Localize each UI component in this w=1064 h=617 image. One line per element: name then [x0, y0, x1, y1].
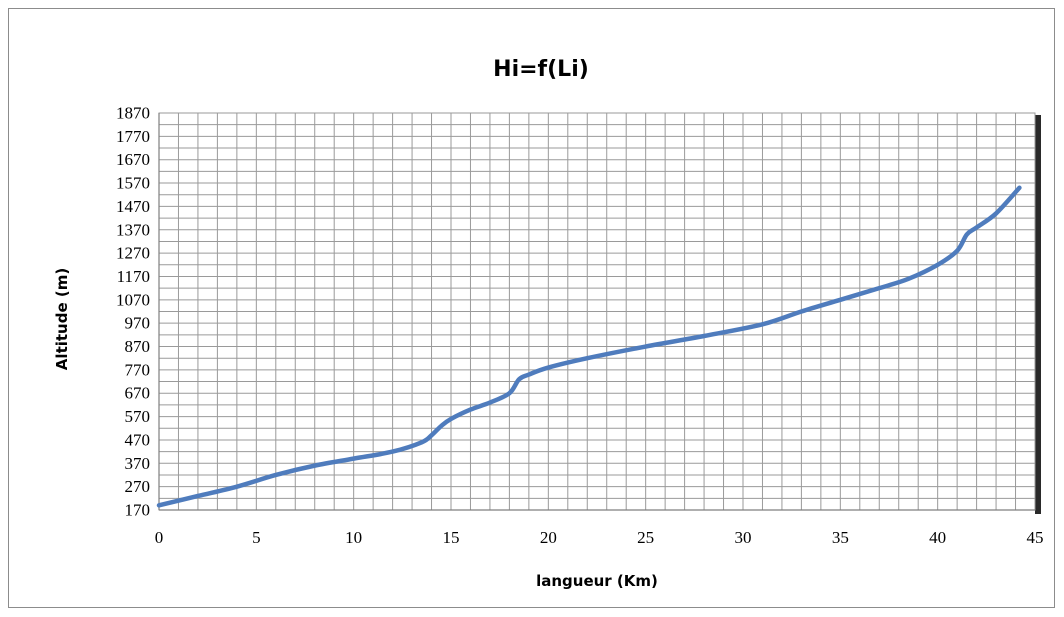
x-tick-label: 35	[832, 528, 849, 547]
grid	[159, 113, 1035, 510]
y-tick-labels: 170 270 370 470 570 670 770 870 970 1070 1170 1270 1…	[116, 104, 150, 520]
x-tick-labels: 0 5 10 15 20 25 30 35 40 45	[155, 528, 1044, 547]
y-tick-label: 570	[125, 407, 151, 426]
y-tick-label: 270	[125, 477, 151, 496]
y-tick-label: 470	[125, 430, 151, 449]
x-tick-label: 25	[637, 528, 654, 547]
x-tick-label: 45	[1027, 528, 1044, 547]
chart-frame: Hi=f(Li) 170 270 370 470 570 670 770 870 970 1070…	[8, 8, 1055, 608]
x-tick-label: 0	[155, 528, 164, 547]
y-tick-label: 1670	[116, 150, 150, 169]
plot-shadow	[1035, 115, 1041, 514]
series-line	[156, 185, 1022, 508]
y-tick-label: 1870	[116, 104, 150, 123]
y-axis-title: Altitude (m)	[53, 268, 71, 370]
x-tick-label: 15	[443, 528, 460, 547]
y-tick-label: 370	[125, 454, 151, 473]
series-layer	[156, 185, 1022, 508]
y-tick-label: 970	[125, 314, 151, 333]
y-tick-label: 1270	[116, 244, 150, 263]
y-tick-label: 670	[125, 384, 151, 403]
x-tick-label: 40	[929, 528, 946, 547]
x-tick-label: 30	[735, 528, 752, 547]
y-tick-label: 1770	[116, 127, 150, 146]
y-tick-label: 1370	[116, 220, 150, 239]
x-tick-label: 5	[252, 528, 260, 547]
axes	[158, 113, 1035, 511]
y-tick-label: 170	[125, 501, 151, 520]
chart: Hi=f(Li) 170 270 370 470 570 670 770 870 970 1070…	[53, 57, 1044, 590]
y-tick-label: 1470	[116, 197, 150, 216]
plot-area	[156, 112, 1041, 514]
y-tick-label: 1070	[116, 290, 150, 309]
y-tick-label: 1570	[116, 174, 150, 193]
chart-title: Hi=f(Li)	[493, 57, 589, 82]
y-tick-label: 870	[125, 337, 151, 356]
x-axis-title: langueur (Km)	[536, 572, 658, 590]
y-tick-label: 770	[125, 360, 151, 379]
x-tick-label: 10	[345, 528, 362, 547]
y-tick-label: 1170	[117, 267, 150, 286]
x-tick-label: 20	[540, 528, 557, 547]
